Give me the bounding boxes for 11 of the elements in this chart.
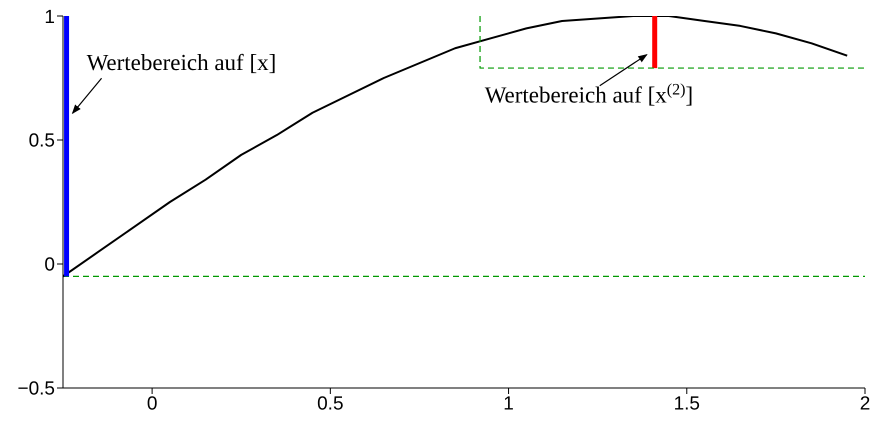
annotation: Wertebereich auf [x$^{(2)}$]: [484, 81, 694, 108]
x-tick-label: 1: [503, 393, 514, 414]
annotation: Wertebereich auf [x]: [86, 50, 276, 76]
x-tick-label: 2: [860, 393, 870, 414]
x-tick-label: 1.5: [674, 393, 700, 414]
y-tick-label: 1: [44, 6, 55, 28]
y-tick-label: 0: [44, 254, 55, 276]
y-tick-label: 0.5: [28, 130, 55, 152]
y-tick-label: −0.5: [17, 378, 55, 400]
x-tick-label: 0.5: [317, 393, 344, 414]
x-tick-label: 0: [146, 393, 158, 414]
